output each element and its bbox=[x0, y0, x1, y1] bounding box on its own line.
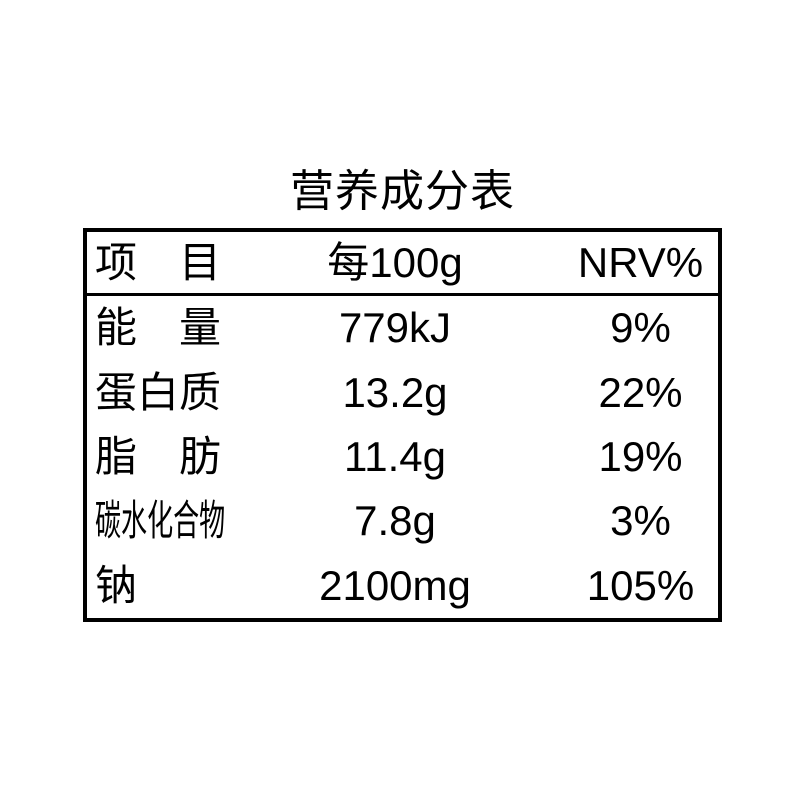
table-row-protein: 蛋白质 13.2g 22% bbox=[87, 360, 718, 424]
row-item-label: 碳水化合物 bbox=[87, 500, 237, 542]
row-item-label: 钠 bbox=[95, 561, 138, 609]
header-nrv-label: NRV% bbox=[577, 238, 704, 286]
row-nrv-value: 19% bbox=[598, 433, 683, 481]
header-item-label: 项 目 bbox=[95, 238, 222, 286]
condensed-item-text: 碳水化合物 bbox=[95, 497, 226, 545]
page-title: 营养成分表 bbox=[290, 167, 515, 216]
row-item-label: 能 量 bbox=[95, 304, 222, 352]
row-value: 13.2g bbox=[342, 368, 448, 416]
table-row-sodium: 钠 2100mg 105% bbox=[87, 554, 718, 618]
nutrition-table: 项 目 每100g NRV% 能 量 779kJ 9% 蛋白质 13.2g 22… bbox=[83, 228, 722, 622]
row-item-label: 蛋白质 bbox=[95, 368, 222, 416]
row-nrv-value: 105% bbox=[586, 561, 695, 609]
table-row-fat: 脂 肪 11.4g 19% bbox=[87, 425, 718, 489]
row-nrv-value: 9% bbox=[610, 304, 671, 352]
row-value: 2100mg bbox=[319, 561, 471, 609]
row-value: 7.8g bbox=[354, 497, 436, 545]
row-nrv-value: 22% bbox=[598, 368, 683, 416]
row-value: 11.4g bbox=[344, 433, 446, 481]
header-per100g-label: 每100g bbox=[327, 238, 463, 286]
row-item-label: 脂 肪 bbox=[95, 433, 222, 481]
row-nrv-value: 3% bbox=[610, 497, 671, 545]
row-value: 779kJ bbox=[338, 304, 452, 352]
header-row: 项 目 每100g NRV% bbox=[87, 232, 718, 296]
table-row-energy: 能 量 779kJ 9% bbox=[87, 296, 718, 360]
table-row-carbohydrate: 碳水化合物 7.8g 3% bbox=[87, 489, 718, 553]
